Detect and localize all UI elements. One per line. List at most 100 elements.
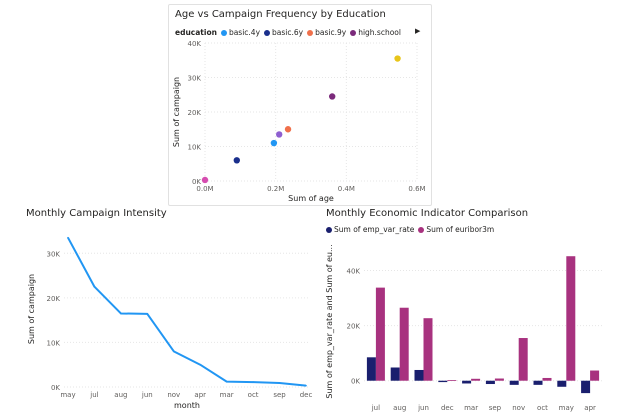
bar	[438, 380, 448, 383]
bar-plot: 0K 20K 40K jul aug jun dec mar sep nov oct may apr mo…	[325, 244, 602, 415]
y-axis-title: Sum of emp_var_rate and Sum of eu...	[325, 244, 334, 398]
bar	[390, 367, 400, 381]
x-tick-label: may	[559, 404, 574, 412]
x-tick-label: jul	[89, 391, 98, 399]
scatter-point	[329, 93, 336, 100]
legend-swatch	[418, 226, 425, 233]
x-tick-label: apr	[584, 404, 596, 412]
scatter-point	[394, 55, 401, 62]
legend-item-basic-6y[interactable]: basic.6y	[264, 28, 303, 37]
bar	[518, 338, 528, 381]
legend-label: basic.4y	[228, 28, 261, 37]
line-plot: 0K 10K 20K 30K may jul aug jun nov apr mar oct sep de…	[27, 236, 313, 410]
legend-item-euribor3m[interactable]: Sum of euribor3m	[418, 225, 494, 234]
x-tick-label: apr	[194, 391, 206, 399]
line-point	[305, 384, 307, 387]
scatter-legend: education basic.4y basic.6y basic.9y hig…	[175, 28, 405, 37]
scatter-chart-title: Age vs Campaign Frequency by Education	[175, 9, 386, 20]
x-axis-title: month	[470, 414, 496, 415]
y-tick-label: 0K	[192, 178, 201, 186]
x-tick-label: mar	[464, 404, 478, 412]
scatter-point	[233, 157, 240, 164]
bar	[375, 287, 385, 381]
scatter-point	[284, 126, 292, 133]
x-tick-label: sep	[273, 391, 286, 399]
series-line	[67, 237, 307, 387]
legend-swatch	[350, 29, 357, 36]
scatter-point	[270, 139, 278, 147]
x-tick-label: jul	[371, 404, 380, 412]
legend-swatch	[264, 29, 271, 36]
line-chart-title: Monthly Campaign Intensity	[26, 208, 167, 219]
x-tick-label: may	[60, 391, 75, 399]
x-tick-label: aug	[114, 391, 127, 399]
bar	[399, 307, 409, 381]
bar	[533, 380, 543, 385]
legend-item-emp-var-rate[interactable]: Sum of emp_var_rate	[326, 225, 414, 234]
y-tick-label: 0K	[51, 384, 60, 392]
y-tick-label: 40K	[347, 268, 361, 276]
bar	[366, 357, 376, 381]
x-tick-label: nov	[167, 391, 180, 399]
x-tick-label: jun	[141, 391, 153, 399]
x-axis-title: month	[174, 401, 200, 410]
y-axis-title: Sum of campaign	[27, 274, 36, 344]
line-point	[252, 381, 254, 383]
bar-chart-panel[interactable]: Monthly Economic Indicator Comparison Su…	[324, 205, 628, 415]
bar	[590, 370, 600, 381]
line-chart-panel[interactable]: Monthly Campaign Intensity 0K 10K 20K 30K ma…	[24, 205, 314, 415]
x-tick-label: jun	[417, 404, 429, 412]
line-point	[120, 312, 122, 315]
chevron-right-icon[interactable]: ▶	[415, 27, 421, 35]
bar	[447, 380, 457, 381]
legend-item-basic-9y[interactable]: basic.9y	[307, 28, 346, 37]
x-tick-label: dec	[441, 404, 454, 412]
line-point	[93, 285, 96, 288]
legend-label: Sum of euribor3m	[426, 225, 495, 234]
x-tick-label: sep	[489, 404, 502, 412]
scatter-plot: 0K 10K 20K 30K 40K 0.0M 0.2M 0.4M 0.6M Sum of age…	[172, 40, 426, 203]
y-tick-label: 20K	[47, 295, 61, 303]
x-tick-label: 0.2M	[267, 185, 284, 193]
bar	[462, 380, 472, 384]
x-tick-label: 0.4M	[338, 185, 355, 193]
line-point	[146, 313, 149, 315]
line-point	[278, 382, 281, 384]
legend-swatch	[326, 226, 332, 233]
bar	[542, 377, 552, 381]
bar	[414, 369, 424, 381]
bar	[509, 380, 519, 385]
scatter-point	[201, 176, 209, 184]
legend-label: high.school	[358, 28, 401, 37]
y-tick-label: 30K	[47, 250, 61, 258]
line-point	[225, 380, 228, 383]
legend-item-high-school[interactable]: high.school	[350, 28, 401, 37]
legend-item-basic-4y[interactable]: basic.4y	[220, 28, 261, 37]
y-tick-label: 20K	[347, 323, 361, 331]
x-tick-label: 0.0M	[196, 185, 213, 193]
bar-legend: Sum of emp_var_rate Sum of euribor3m	[326, 225, 498, 234]
bar	[557, 380, 567, 387]
x-tick-label: oct	[248, 391, 259, 399]
scatter-chart-panel[interactable]: Age vs Campaign Frequency by Education e…	[168, 4, 432, 206]
x-tick-label: aug	[393, 404, 406, 412]
bar-chart-title: Monthly Economic Indicator Comparison	[326, 208, 529, 219]
legend-label: Sum of emp_var_rate	[334, 225, 415, 234]
line-point	[199, 363, 202, 366]
legend-swatch	[307, 29, 314, 36]
x-tick-label: dec	[300, 391, 313, 399]
y-tick-label: 20K	[188, 109, 202, 117]
bar	[494, 378, 504, 381]
x-tick-label: nov	[512, 404, 525, 412]
bar	[581, 380, 591, 394]
y-tick-label: 0K	[351, 378, 360, 386]
y-tick-label: 40K	[188, 40, 202, 48]
x-axis-title: Sum of age	[288, 194, 334, 203]
y-axis-title: Sum of campaign	[172, 77, 181, 147]
x-tick-label: 0.6M	[408, 185, 425, 193]
line-point	[67, 236, 69, 239]
bar	[471, 378, 481, 381]
bar	[566, 256, 576, 381]
legend-label: basic.6y	[272, 28, 304, 37]
scatter-legend-title: education	[175, 28, 217, 37]
